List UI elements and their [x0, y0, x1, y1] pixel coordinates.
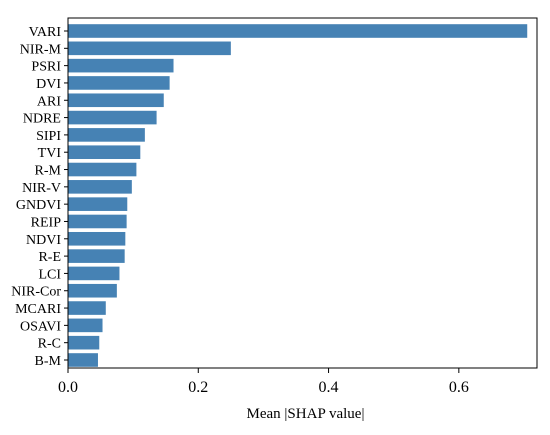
bar-sipi	[68, 128, 145, 142]
x-tick-label: 0.4	[319, 379, 339, 396]
bar-nir-cor	[68, 283, 117, 298]
category-label-ari: ARI	[37, 94, 61, 109]
bar-psri	[68, 58, 174, 73]
category-label-r-c: R-C	[38, 337, 61, 352]
category-label-nir-cor: NIR-Cor	[11, 285, 61, 300]
bar-ari	[68, 93, 164, 108]
bar-dvi	[68, 76, 170, 90]
category-label-vari: VARI	[29, 25, 62, 40]
x-tick-label: 0.2	[188, 379, 208, 396]
bar-r-c	[68, 335, 100, 350]
bar-osavi	[68, 318, 103, 333]
category-label-tvi: TVI	[38, 146, 62, 161]
category-label-ndvi: NDVI	[26, 233, 61, 248]
category-label-mcari: MCARI	[15, 302, 61, 317]
bars-group	[68, 24, 528, 367]
bar-tvi	[68, 145, 141, 160]
category-label-gndvi: GNDVI	[16, 198, 61, 213]
bar-r-m	[68, 162, 137, 177]
bar-reip	[68, 214, 127, 229]
category-label-psri: PSRI	[31, 60, 61, 75]
category-label-reip: REIP	[31, 215, 62, 230]
category-label-lci: LCI	[38, 267, 61, 282]
category-label-b-m: B-M	[35, 354, 62, 369]
bar-vari	[68, 24, 528, 38]
bar-lci	[68, 266, 120, 281]
category-label-nir-v: NIR-V	[22, 181, 61, 196]
bar-ndre	[68, 110, 157, 125]
category-label-dvi: DVI	[36, 77, 61, 92]
bar-ndvi	[68, 231, 126, 246]
x-tick-label: 0.6	[449, 379, 469, 396]
bar-nir-m	[68, 41, 231, 56]
bar-mcari	[68, 301, 106, 315]
x-tick-label: 0.0	[58, 379, 78, 396]
bar-b-m	[68, 353, 98, 367]
category-label-nir-m: NIR-M	[20, 42, 62, 57]
category-label-r-m: R-M	[35, 164, 62, 179]
category-labels: VARI NIR-M PSRI DVI ARI NDRE SIPI TVI R-M NIR-V GN…	[11, 25, 68, 369]
bar-nir-v	[68, 180, 132, 194]
category-label-osavi: OSAVI	[20, 319, 61, 334]
bar-gndvi	[68, 197, 128, 211]
x-ticks: 0.0 0.2 0.4 0.6	[58, 368, 469, 396]
bar-r-e	[68, 249, 125, 263]
category-label-ndre: NDRE	[23, 112, 61, 127]
category-label-sipi: SIPI	[36, 129, 61, 144]
category-label-r-e: R-E	[38, 250, 61, 265]
x-axis-title: Mean |SHAP value|	[247, 406, 365, 422]
plot-frame	[67, 17, 538, 369]
